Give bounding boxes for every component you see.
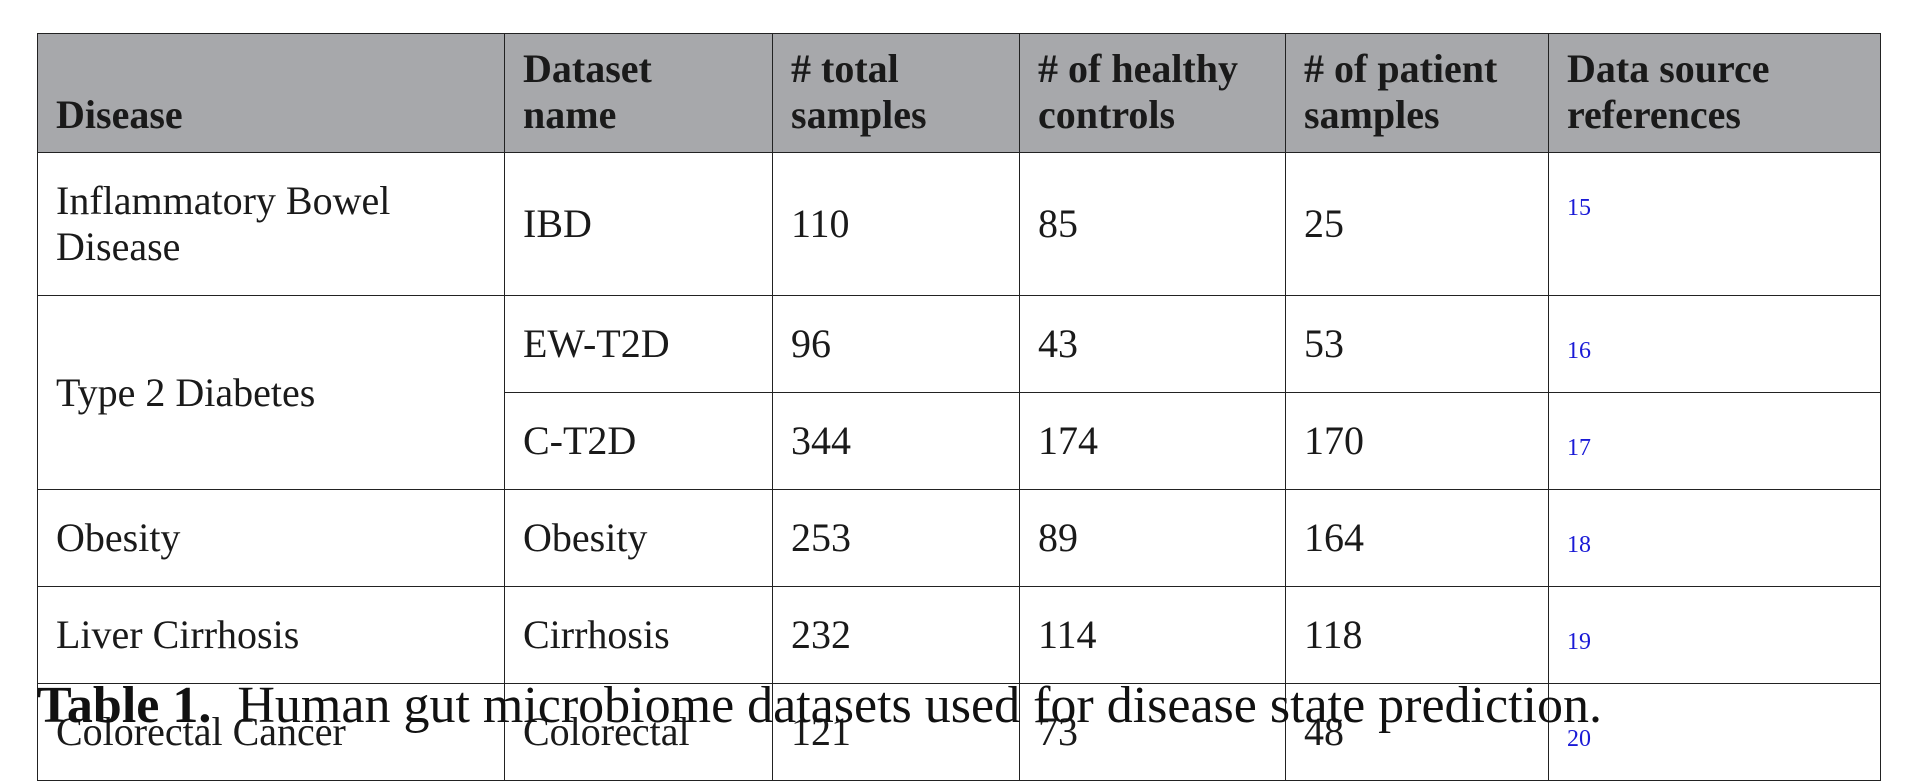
cell-total: 253 (772, 489, 1020, 587)
cell-patient: 170 (1285, 392, 1549, 490)
cell-ref: 18 (1548, 489, 1881, 587)
reference-link[interactable]: 18 (1567, 532, 1591, 558)
header-dataset-name: Dataset name (504, 33, 773, 153)
cell-disease: Liver Cirrhosis (37, 586, 505, 684)
cell-healthy: 89 (1019, 489, 1286, 587)
cell-ref: 17 (1548, 392, 1881, 490)
cell-total: 96 (772, 295, 1020, 393)
cell-ref: 15 (1548, 152, 1881, 296)
cell-dataset: Cirrhosis (504, 586, 773, 684)
header-healthy-controls: # of healthy controls (1019, 33, 1286, 153)
cell-healthy: 114 (1019, 586, 1286, 684)
datasets-table-container: Disease Dataset name # total samples # o… (37, 33, 1881, 781)
cell-patient: 25 (1285, 152, 1549, 296)
table-row: Liver Cirrhosis Cirrhosis 232 114 118 19 (37, 586, 1881, 684)
cell-healthy: 174 (1019, 392, 1286, 490)
cell-ref: 19 (1548, 586, 1881, 684)
cell-total: 232 (772, 586, 1020, 684)
table-row: Type 2 Diabetes EW-T2D 96 43 53 16 (37, 295, 1881, 490)
cell-healthy: 85 (1019, 152, 1286, 296)
header-patient-samples: # of patient samples (1285, 33, 1549, 153)
cell-healthy: 43 (1019, 295, 1286, 393)
reference-link[interactable]: 16 (1567, 338, 1591, 364)
cell-dataset: C-T2D (504, 392, 773, 490)
cell-total: 110 (772, 152, 1020, 296)
cell-dataset: Obesity (504, 489, 773, 587)
caption-text: Human gut microbiome datasets used for d… (237, 677, 1602, 734)
cell-patient: 118 (1285, 586, 1549, 684)
reference-link[interactable]: 17 (1567, 435, 1591, 461)
header-total-samples: # total samples (772, 33, 1020, 153)
header-disease: Disease (37, 33, 505, 153)
header-data-source-references: Data source references (1548, 33, 1881, 153)
cell-total: 344 (772, 392, 1020, 490)
cell-disease: Inflammatory Bowel Disease (37, 152, 505, 296)
cell-dataset: IBD (504, 152, 773, 296)
cell-dataset: EW-T2D (504, 295, 773, 393)
table-row: Obesity Obesity 253 89 164 18 (37, 489, 1881, 587)
reference-link[interactable]: 15 (1567, 195, 1591, 221)
cell-patient: 164 (1285, 489, 1549, 587)
cell-disease: Type 2 Diabetes (37, 295, 505, 490)
table-caption: Table 1. Human gut microbiome datasets us… (37, 676, 1602, 736)
cell-patient: 53 (1285, 295, 1549, 393)
table-row: Inflammatory Bowel Disease IBD 110 85 25… (37, 152, 1881, 296)
caption-label: Table 1. (37, 677, 212, 734)
cell-disease: Obesity (37, 489, 505, 587)
datasets-table: Disease Dataset name # total samples # o… (37, 33, 1881, 781)
table-header-row: Disease Dataset name # total samples # o… (37, 33, 1881, 153)
cell-ref: 16 (1548, 295, 1881, 393)
reference-link[interactable]: 19 (1567, 629, 1591, 655)
